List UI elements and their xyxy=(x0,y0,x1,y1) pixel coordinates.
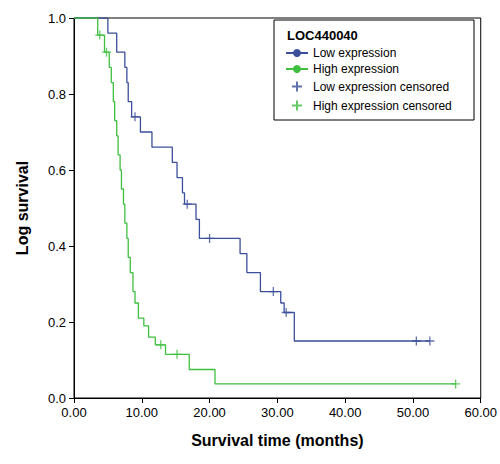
svg-text:60.00: 60.00 xyxy=(464,405,497,420)
svg-text:0.4: 0.4 xyxy=(48,239,66,254)
svg-text:40.00: 40.00 xyxy=(329,405,362,420)
svg-text:0.00: 0.00 xyxy=(61,405,86,420)
svg-text:0.0: 0.0 xyxy=(48,391,66,406)
svg-text:Log survival: Log survival xyxy=(14,161,31,255)
svg-text:High expression: High expression xyxy=(313,62,399,76)
svg-text:20.00: 20.00 xyxy=(193,405,226,420)
svg-text:Survival time (months): Survival time (months) xyxy=(191,432,363,449)
svg-text:0.8: 0.8 xyxy=(48,87,66,102)
svg-text:10.00: 10.00 xyxy=(126,405,159,420)
svg-text:0.2: 0.2 xyxy=(48,315,66,330)
svg-text:0.6: 0.6 xyxy=(48,163,66,178)
svg-text:1.0: 1.0 xyxy=(48,11,66,26)
svg-text:50.00: 50.00 xyxy=(397,405,430,420)
svg-text:Low expression: Low expression xyxy=(313,46,396,60)
svg-text:Low expression censored: Low expression censored xyxy=(313,80,449,94)
svg-text:LOC440040: LOC440040 xyxy=(287,28,358,43)
svg-text:High expression censored: High expression censored xyxy=(313,99,452,113)
svg-text:30.00: 30.00 xyxy=(261,405,294,420)
